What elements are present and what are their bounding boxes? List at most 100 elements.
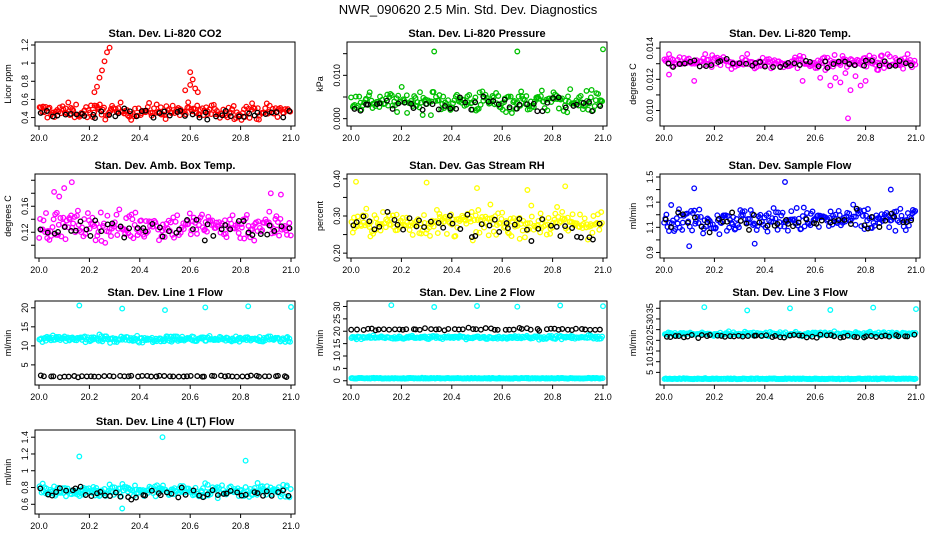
data-point [222, 222, 229, 229]
data-point [827, 332, 834, 339]
data-point [757, 211, 764, 218]
y-tick-label: 1.5 [645, 171, 655, 184]
data-point [112, 113, 119, 120]
data-point [446, 212, 453, 219]
data-point [422, 325, 428, 332]
data-point [243, 211, 250, 218]
data-point [125, 373, 132, 380]
data-point [572, 325, 579, 332]
data-point [192, 85, 199, 92]
data-point [743, 60, 750, 67]
data-point [893, 208, 900, 215]
data-point [194, 102, 201, 109]
data-point [587, 326, 594, 333]
data-point [242, 484, 249, 491]
panel-title: Stan. Dev. Sample Flow [729, 160, 852, 172]
data-point [684, 219, 691, 226]
data-point [743, 220, 750, 227]
data-point [229, 212, 236, 219]
plot-frame [34, 173, 296, 259]
data-point [221, 217, 228, 224]
data-point [114, 232, 121, 238]
data-point [469, 237, 476, 244]
data-point [403, 326, 410, 333]
data-point [770, 64, 776, 70]
data-point [429, 101, 436, 108]
data-point [472, 212, 479, 219]
data-point [729, 60, 736, 67]
data-point [353, 219, 360, 226]
data-point [764, 228, 771, 235]
data-point [852, 221, 859, 228]
y-axis-label: ml/min [3, 330, 13, 357]
data-point [510, 326, 517, 333]
data-point [153, 101, 160, 108]
x-tick-label: 20.0 [655, 133, 673, 143]
data-point [524, 226, 530, 233]
data-point [240, 218, 247, 224]
data-point [395, 100, 402, 107]
data-point [168, 490, 175, 497]
data-point [527, 220, 534, 227]
data-point [773, 209, 779, 216]
data-point [286, 335, 293, 342]
data-point [404, 109, 411, 116]
data-point [348, 326, 355, 333]
data-point [555, 105, 562, 112]
y-axis-label: degrees C [628, 63, 638, 105]
data-point [156, 224, 163, 231]
data-point [782, 179, 788, 185]
data-point [254, 490, 261, 497]
panel-title: Stan. Dev. Line 1 Flow [107, 287, 223, 299]
series-points [36, 434, 294, 512]
y-tick-label: 5 [645, 370, 655, 375]
data-point [436, 211, 443, 217]
data-point [679, 211, 686, 218]
data-point [851, 62, 858, 69]
x-tick-label: 20.8 [232, 521, 250, 531]
data-point [908, 62, 914, 69]
data-point [746, 216, 753, 222]
data-point [174, 109, 181, 115]
data-point [416, 217, 422, 224]
data-point [67, 110, 74, 117]
y-axis-label: ml/min [3, 459, 13, 486]
data-point [388, 92, 395, 99]
y-tick-label: 0.010 [332, 64, 342, 87]
data-point [414, 99, 421, 106]
data-point [485, 232, 492, 239]
data-point [213, 113, 219, 120]
data-point [400, 226, 407, 233]
data-point [266, 373, 273, 380]
data-point [166, 373, 173, 380]
data-point [515, 93, 522, 100]
data-point [521, 234, 528, 241]
data-point [72, 485, 79, 492]
data-point [686, 243, 693, 250]
data-point [870, 304, 877, 311]
data-point [900, 219, 907, 226]
data-point [789, 216, 796, 223]
data-point [117, 493, 124, 500]
data-point [476, 89, 483, 96]
data-point [87, 373, 94, 380]
data-point [478, 221, 485, 228]
data-point [97, 488, 104, 495]
data-point [537, 210, 544, 217]
data-point [557, 333, 564, 339]
data-point [902, 227, 909, 234]
data-point [376, 223, 383, 230]
y-tick-label: 0 [332, 378, 342, 383]
data-point [508, 233, 515, 240]
data-point [583, 87, 590, 94]
data-point [99, 67, 105, 74]
data-point [257, 231, 264, 238]
data-point [569, 211, 576, 218]
data-point [40, 217, 47, 224]
data-point [150, 114, 157, 121]
data-point [77, 218, 84, 225]
data-point [430, 89, 437, 95]
data-point [383, 97, 390, 104]
data-point [796, 52, 803, 59]
data-point [698, 332, 705, 339]
